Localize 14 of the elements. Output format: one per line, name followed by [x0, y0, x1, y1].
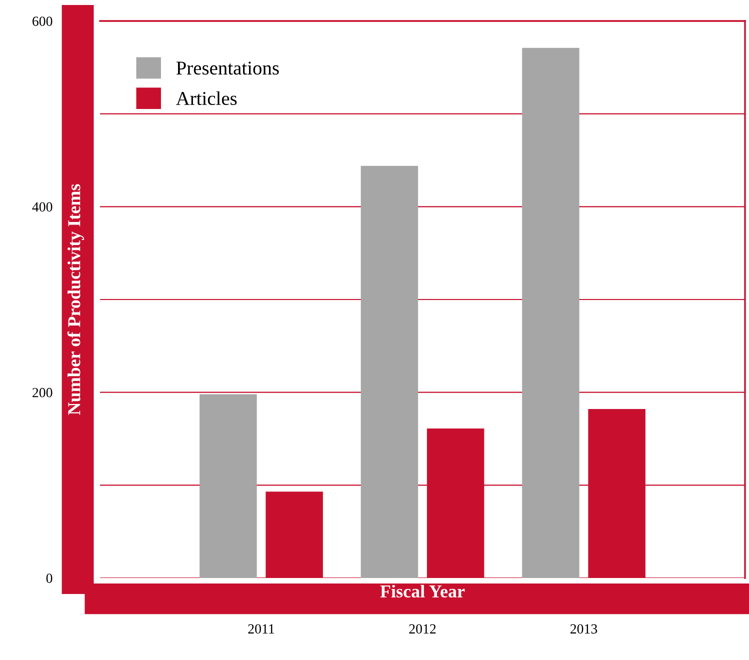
y-tick-label: 0 — [46, 574, 52, 583]
legend-label: Articles — [176, 91, 237, 106]
bar — [200, 394, 257, 578]
bar — [360, 166, 418, 578]
x-tick-label: 2013 — [570, 624, 598, 634]
y-tick-label: 400 — [32, 202, 52, 212]
bar — [522, 48, 580, 578]
legend-label: Presentations — [176, 62, 279, 75]
y-tick-label: 200 — [32, 388, 52, 398]
x-axis-title: Fiscal Year — [380, 584, 465, 598]
x-tick-label: 2011 — [248, 624, 274, 634]
x-tick-label: 2012 — [409, 624, 436, 634]
y-axis-title: Number of Productivity Items — [67, 184, 84, 415]
y-tick-label: 600 — [32, 16, 52, 26]
